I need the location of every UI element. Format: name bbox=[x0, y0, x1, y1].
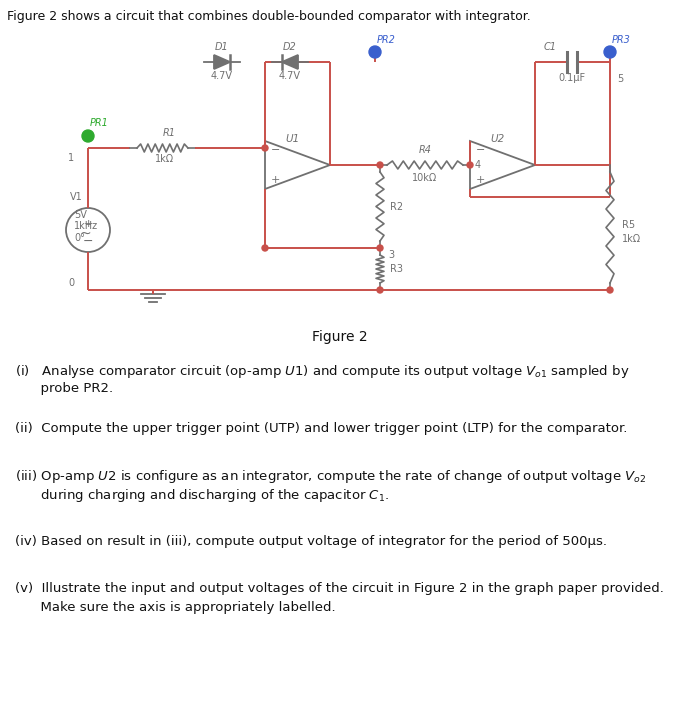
Text: probe PR2.: probe PR2. bbox=[15, 382, 113, 395]
Circle shape bbox=[82, 130, 94, 142]
Text: +: + bbox=[271, 175, 280, 185]
Text: Figure 2 shows a circuit that combines double-bounded comparator with integrator: Figure 2 shows a circuit that combines d… bbox=[7, 10, 531, 23]
Text: (ii)  Compute the upper trigger point (UTP) and lower trigger point (LTP) for th: (ii) Compute the upper trigger point (UT… bbox=[15, 422, 628, 435]
Text: Figure 2: Figure 2 bbox=[312, 330, 368, 344]
Text: (iv) Based on result in (iii), compute output voltage of integrator for the peri: (iv) Based on result in (iii), compute o… bbox=[15, 535, 607, 548]
Polygon shape bbox=[214, 55, 230, 69]
Text: 0: 0 bbox=[68, 278, 74, 288]
Text: U2: U2 bbox=[490, 134, 505, 144]
Circle shape bbox=[607, 287, 613, 293]
Text: −: − bbox=[271, 145, 280, 155]
Text: 0°: 0° bbox=[74, 233, 85, 243]
Text: 4: 4 bbox=[475, 160, 481, 170]
Text: C1: C1 bbox=[544, 42, 557, 52]
Text: ~: ~ bbox=[79, 227, 91, 241]
Circle shape bbox=[377, 162, 383, 168]
Text: D2: D2 bbox=[283, 42, 297, 52]
Text: U1: U1 bbox=[285, 134, 299, 144]
Text: R4: R4 bbox=[418, 145, 432, 155]
Circle shape bbox=[467, 162, 473, 168]
Text: 0.1μF: 0.1μF bbox=[558, 73, 585, 83]
Text: 3: 3 bbox=[388, 250, 394, 260]
Text: 4.7V: 4.7V bbox=[211, 71, 233, 81]
Text: 1: 1 bbox=[68, 153, 74, 163]
Text: −: − bbox=[476, 145, 486, 155]
Text: 10kΩ: 10kΩ bbox=[412, 173, 438, 183]
Text: +: + bbox=[84, 219, 92, 229]
Text: (i)   Analyse comparator circuit (op-amp $\mathit{U}$1) and compute its output v: (i) Analyse comparator circuit (op-amp $… bbox=[15, 363, 630, 380]
Text: −: − bbox=[83, 234, 93, 247]
Text: PR3: PR3 bbox=[612, 35, 631, 45]
Text: R1: R1 bbox=[163, 128, 176, 138]
Circle shape bbox=[262, 145, 268, 151]
Text: D1: D1 bbox=[215, 42, 229, 52]
Text: V1: V1 bbox=[70, 192, 83, 202]
Polygon shape bbox=[282, 55, 298, 69]
Text: 1kΩ: 1kΩ bbox=[155, 154, 174, 164]
Circle shape bbox=[604, 46, 616, 58]
Text: 4.7V: 4.7V bbox=[279, 71, 301, 81]
Text: R5: R5 bbox=[622, 219, 635, 229]
Text: 5V: 5V bbox=[74, 210, 87, 220]
Text: +: + bbox=[476, 175, 486, 185]
Text: (v)  Illustrate the input and output voltages of the circuit in Figure 2 in the : (v) Illustrate the input and output volt… bbox=[15, 582, 664, 595]
Text: PR1: PR1 bbox=[90, 118, 109, 128]
Circle shape bbox=[262, 245, 268, 251]
Text: (iii) Op-amp $\mathit{U}$2 is configure as an integrator, compute the rate of ch: (iii) Op-amp $\mathit{U}$2 is configure … bbox=[15, 468, 646, 485]
Text: 5: 5 bbox=[617, 74, 624, 84]
Text: Make sure the axis is appropriately labelled.: Make sure the axis is appropriately labe… bbox=[15, 601, 336, 614]
Circle shape bbox=[377, 287, 383, 293]
Circle shape bbox=[377, 245, 383, 251]
Text: R3: R3 bbox=[390, 264, 403, 274]
Text: 1kΩ: 1kΩ bbox=[622, 234, 641, 244]
Circle shape bbox=[369, 46, 381, 58]
Text: R2: R2 bbox=[390, 201, 403, 211]
Text: PR2: PR2 bbox=[377, 35, 396, 45]
Text: during charging and discharging of the capacitor $C_1$.: during charging and discharging of the c… bbox=[15, 487, 389, 504]
Text: 1kHz: 1kHz bbox=[74, 221, 98, 231]
